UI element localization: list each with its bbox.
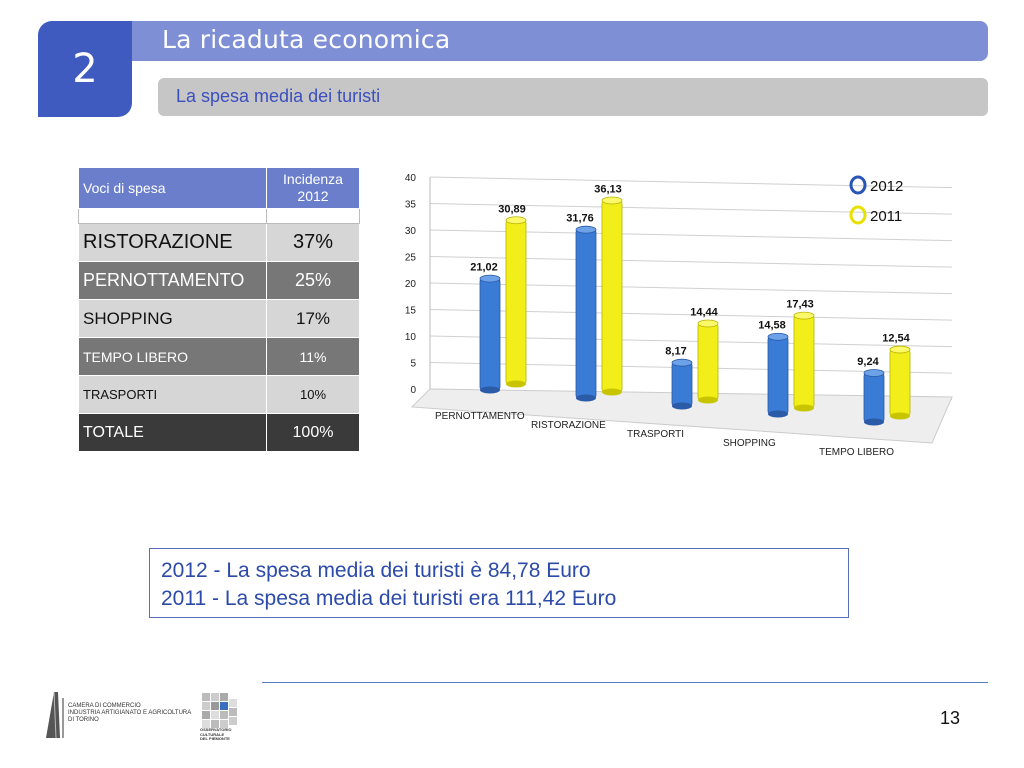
- x-tick-label: PERNOTTAMENTO: [435, 411, 525, 422]
- summary-line-2012: 2012 - La spesa media dei turisti è 84,7…: [161, 559, 591, 582]
- bar-base-2012-4: [864, 418, 884, 426]
- footer-divider: [262, 682, 988, 683]
- legend-label-2011: 2011: [870, 208, 902, 225]
- y-tick-label: 25: [405, 253, 417, 264]
- bar-2011-2: [697, 323, 719, 401]
- bar-base-2012-2: [672, 402, 692, 410]
- table-row: PERNOTTAMENTO 25%: [78, 261, 360, 300]
- page-subtitle: La spesa media dei turisti: [176, 86, 381, 106]
- column-header-incidenza-line1: Incidenza: [283, 171, 343, 187]
- column-header-incidenza: Incidenza 2012: [266, 167, 360, 209]
- bar-cap-2011-4: [889, 345, 911, 354]
- osservatorio-culturale-logo: [202, 693, 237, 728]
- x-tick-label: SHOPPING: [723, 438, 776, 449]
- column-header-voci: Voci di spesa: [78, 167, 267, 209]
- row-label: TRASPORTI: [78, 375, 267, 414]
- data-label-2011-3: 17,43: [786, 299, 814, 311]
- row-value: 100%: [266, 413, 360, 452]
- data-label-2012-2: 8,17: [665, 346, 686, 358]
- legend-label-2012: 2012: [870, 178, 903, 195]
- bar-base-2011-4: [890, 412, 910, 420]
- bar-base-2012-1: [576, 394, 596, 402]
- bar-base-2011-3: [794, 404, 814, 412]
- y-tick-label: 20: [405, 279, 417, 290]
- data-label-2012-0: 21,02: [470, 262, 498, 274]
- bar-2012-2: [671, 362, 693, 407]
- legend-marker-2012: [849, 175, 867, 195]
- bar-cap-2011-0: [505, 216, 527, 225]
- x-tick-label: TRASPORTI: [627, 429, 684, 440]
- row-label: TOTALE: [78, 413, 267, 452]
- bar-cap-2011-3: [793, 311, 815, 320]
- title-bar: [132, 21, 988, 61]
- y-tick-label: 35: [405, 200, 417, 211]
- row-value: 17%: [266, 299, 360, 338]
- y-tick-label: 5: [410, 359, 416, 370]
- x-tick-label: TEMPO LIBERO: [819, 447, 894, 458]
- y-tick-label: 15: [405, 306, 417, 317]
- bar-2011-4: [889, 349, 911, 417]
- bar-2011-3: [793, 315, 815, 409]
- data-label-2011-2: 14,44: [690, 306, 718, 318]
- summary-line-2011: 2011 - La spesa media dei turisti era 11…: [161, 587, 617, 610]
- row-label: SHOPPING: [78, 299, 267, 338]
- data-label-2011-1: 36,13: [594, 184, 622, 196]
- row-value: 10%: [266, 375, 360, 414]
- bar-base-2011-2: [698, 396, 718, 404]
- data-label-2012-3: 14,58: [758, 320, 786, 332]
- bar-cap-2012-4: [863, 369, 885, 377]
- table-row: TRASPORTI 10%: [78, 375, 360, 414]
- bar-2012-1: [575, 229, 597, 399]
- bar-2011-1: [601, 200, 623, 393]
- bar-cap-2012-2: [671, 358, 693, 367]
- table-row-total: TOTALE 100%: [78, 413, 360, 452]
- data-label-2011-0: 30,89: [498, 203, 526, 215]
- bar-chart: 0 5 10 15 20 25 30 35 40 21,02 30,89 PERNOTTAMENTO 3…: [405, 173, 953, 458]
- bar-2012-4: [863, 372, 885, 423]
- bar-base-2011-1: [602, 388, 622, 396]
- data-label-2011-4: 12,54: [882, 333, 910, 345]
- table-spacer-row: [78, 208, 360, 224]
- row-value: 25%: [266, 261, 360, 300]
- bar-base-2012-0: [480, 386, 500, 394]
- summary-box: 2012 - La spesa media dei turisti è 84,7…: [149, 548, 849, 618]
- table-header-row: Voci di spesa Incidenza 2012: [78, 167, 360, 209]
- bar-cap-2011-1: [601, 196, 623, 205]
- y-tick-label: 30: [405, 226, 417, 237]
- bar-cap-2012-3: [767, 332, 789, 341]
- data-label-2012-1: 31,76: [566, 213, 594, 225]
- y-tick-label: 0: [410, 385, 416, 396]
- y-tick-label: 40: [405, 173, 417, 184]
- page-title: La ricaduta economica: [162, 25, 451, 54]
- bar-base-2011-0: [506, 380, 526, 388]
- section-number: 2: [72, 46, 98, 92]
- table-row: RISTORAZIONE 37%: [78, 223, 360, 262]
- row-label: PERNOTTAMENTO: [78, 261, 267, 300]
- camera-commercio-logo-text: CAMERA DI COMMERCIO INDUSTRIA ARTIGIANAT…: [68, 703, 192, 723]
- camera-commercio-logo: [46, 691, 64, 739]
- page-number: 13: [940, 708, 961, 728]
- expense-table: Voci di spesa Incidenza 2012 RISTORAZION…: [78, 167, 360, 452]
- row-value: 11%: [266, 337, 360, 376]
- row-value: 37%: [266, 223, 360, 262]
- row-label: TEMPO LIBERO: [78, 337, 267, 376]
- subtitle-bar: [158, 78, 988, 116]
- bar-cap-2012-1: [575, 225, 597, 234]
- x-tick-label: RISTORAZIONE: [531, 420, 606, 431]
- bar-base-2012-3: [768, 410, 788, 418]
- table-row: TEMPO LIBERO 11%: [78, 337, 360, 376]
- table-row: SHOPPING 17%: [78, 299, 360, 338]
- row-label: RISTORAZIONE: [78, 223, 267, 262]
- column-header-incidenza-line2: 2012: [297, 188, 329, 204]
- osservatorio-culturale-logo-text: OSSERVATORIO CULTURALE DEL PIEMONTE: [200, 727, 232, 741]
- bar-2011-0: [505, 219, 527, 385]
- bar-2012-3: [767, 336, 789, 415]
- bar-cap-2012-0: [479, 274, 501, 283]
- bar-cap-2011-2: [697, 319, 719, 328]
- section-number-badge: 2: [38, 21, 132, 117]
- bar-2012-0: [479, 278, 501, 391]
- legend-marker-2011: [849, 205, 867, 225]
- data-label-2012-4: 9,24: [857, 356, 879, 368]
- y-tick-label: 10: [405, 332, 417, 343]
